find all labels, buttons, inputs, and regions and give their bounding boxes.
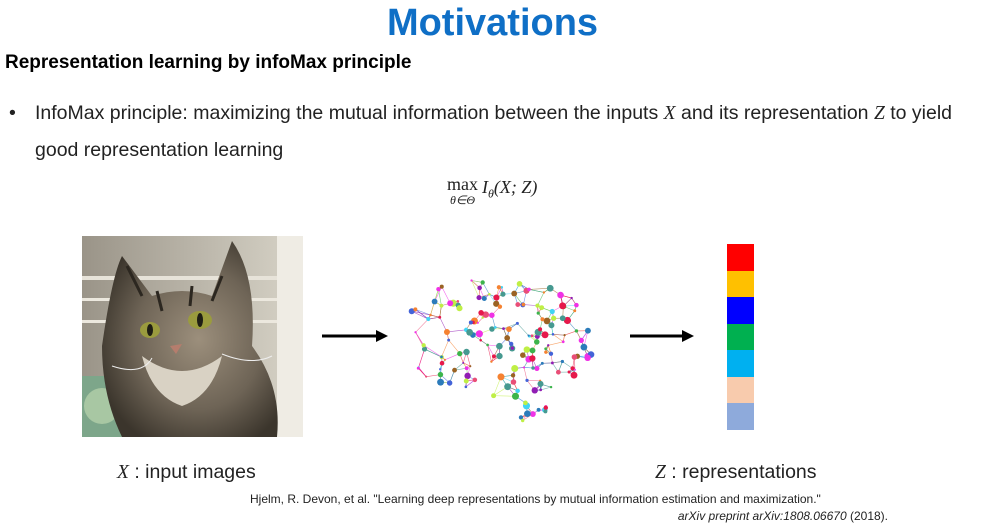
representation-cell: [727, 297, 754, 324]
citation-line-1: Hjelm, R. Devon, et al. "Learning deep r…: [250, 492, 821, 506]
citation-line-2: arXiv preprint arXiv:1808.06670 (2018).: [678, 509, 888, 523]
bullet-text: InfoMax principle: maximizing the mutual…: [35, 95, 985, 168]
output-caption-var: Z: [655, 462, 666, 483]
mi-subscript: θ: [488, 186, 494, 201]
mi-symbol: I: [482, 177, 488, 197]
representation-cell: [727, 350, 754, 377]
representation-cell: [727, 270, 754, 297]
citation-venue: arXiv preprint arXiv:1808.06670: [677, 509, 847, 523]
mi-args: (X; Z): [493, 177, 538, 197]
cat-photo: [82, 236, 303, 437]
input-caption-var: X: [117, 462, 129, 483]
mutual-information-expression: Iθ(X; Z): [482, 176, 537, 205]
representation-cell: [727, 244, 754, 271]
arrow-network-to-representation: [630, 330, 694, 342]
representation-vector: [727, 244, 754, 430]
brain-network-illustration: [408, 279, 595, 423]
input-caption-text: : input images: [128, 461, 256, 483]
variable-z: Z: [873, 103, 885, 124]
representation-cell: [727, 323, 754, 350]
max-operator-subscript: θ∈Θ: [449, 193, 475, 207]
representation-cell: [727, 376, 754, 403]
bullet-text-part1: InfoMax principle: maximizing the mutual…: [35, 102, 664, 124]
bullet-marker: •: [9, 102, 16, 124]
bullet-text-part2: and its representation: [675, 102, 874, 124]
bullet-text-part3: to yield good representation learning: [35, 102, 953, 161]
max-operator-text: max: [447, 174, 478, 194]
citation-year: (2018).: [846, 509, 888, 523]
arrow-input-to-network: [322, 330, 388, 342]
output-caption-text: : representations: [665, 461, 817, 483]
slide-subtitle: Representation learning by infoMax princ…: [5, 52, 412, 73]
variable-x: X: [663, 103, 676, 124]
output-caption: Z : representations: [655, 461, 817, 484]
slide-title: Motivations: [386, 2, 599, 44]
representation-cell: [727, 403, 754, 430]
input-caption: X : input images: [117, 461, 256, 484]
infomax-formula: max θ∈Θ Iθ(X; Z): [447, 174, 537, 208]
max-operator: max θ∈Θ: [447, 174, 478, 208]
